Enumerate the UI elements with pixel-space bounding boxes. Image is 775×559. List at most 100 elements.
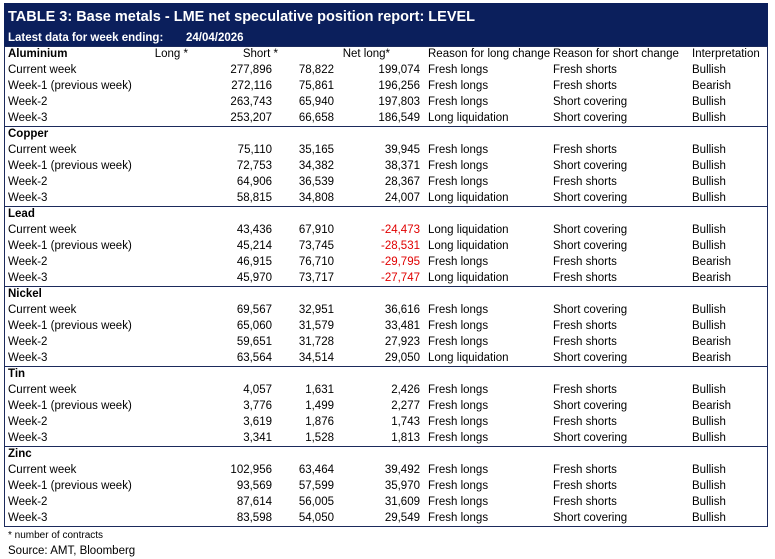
interpretation: Bullish [692,384,726,396]
long-reason: Fresh longs [428,64,489,76]
long-value: 272,116 [231,80,272,92]
long-reason: Fresh longs [428,400,489,412]
long-value: 87,614 [236,496,272,508]
column-header: Net long* [342,48,390,60]
short-value: 32,951 [298,304,334,316]
long-reason: Long liquidation [428,224,509,236]
short-reason: Short covering [553,224,628,236]
net-long-value: 2,277 [391,400,420,412]
short-reason: Short covering [553,160,628,172]
section-name: Lead [8,208,35,220]
short-reason: Short covering [553,240,628,252]
long-reason: Long liquidation [428,240,509,252]
long-value: 253,207 [230,112,272,124]
section-name: Tin [8,368,26,380]
row-label: Week-2 [8,336,48,348]
row-label: Week-2 [8,96,48,108]
long-value: 263,743 [230,96,272,108]
net-long-value: 36,616 [384,304,420,316]
short-value: 34,514 [298,352,334,364]
row-label: Week-1 (previous week) [8,320,132,332]
long-value: 3,776 [243,400,272,412]
long-value: 59,651 [236,336,272,348]
long-reason: Fresh longs [428,384,489,396]
short-value: 31,728 [298,336,334,348]
long-value: 45,214 [236,240,272,252]
short-reason: Fresh shorts [553,256,617,268]
interpretation: Bullish [692,96,726,108]
short-value: 31,579 [298,320,334,332]
net-long-value: 28,367 [384,176,420,188]
net-long-value: -28,531 [380,240,420,252]
short-value: 57,599 [298,480,334,492]
interpretation: Bearish [692,336,731,348]
short-value: 35,165 [298,144,334,156]
row-label: Week-1 (previous week) [8,160,132,172]
net-long-value: 2,426 [391,384,420,396]
long-reason: Fresh longs [428,480,489,492]
interpretation: Bullish [692,112,726,124]
long-value: 75,110 [237,144,272,156]
interpretation: Bullish [692,512,726,524]
interpretation: Bullish [692,160,726,172]
interpretation: Bearish [692,256,731,268]
short-reason: Short covering [553,400,628,412]
long-value: 43,436 [236,224,272,236]
interpretation: Bearish [692,272,731,284]
column-header: Short * [242,48,278,60]
short-value: 78,822 [298,64,334,76]
row-label: Current week [8,464,77,476]
row-label: Week-3 [8,432,48,444]
long-value: 83,598 [236,512,272,524]
short-value: 76,710 [298,256,334,268]
long-reason: Fresh longs [428,176,489,188]
net-long-value: 35,970 [384,480,420,492]
short-reason: Short covering [553,512,628,524]
net-long-value: 197,803 [378,96,420,108]
interpretation: Bullish [692,176,726,188]
short-value: 34,808 [298,192,334,204]
long-reason: Long liquidation [428,112,509,124]
short-value: 65,940 [298,96,334,108]
long-value: 45,970 [236,272,272,284]
row-label: Week-3 [8,352,48,364]
interpretation: Bearish [692,80,731,92]
interpretation: Bullish [692,496,726,508]
row-label: Week-3 [8,512,48,524]
short-reason: Fresh shorts [553,64,617,76]
date-label: Latest data for week ending: [8,32,164,44]
short-value: 67,910 [298,224,334,236]
short-value: 1,876 [305,416,334,428]
long-reason: Fresh longs [428,80,489,92]
long-value: 3,341 [243,432,272,444]
interpretation: Bullish [692,320,726,332]
net-long-value: 33,481 [384,320,420,332]
long-value: 63,564 [236,352,272,364]
title-bar [4,3,768,30]
short-reason: Fresh shorts [553,144,617,156]
source: Source: AMT, Bloomberg [8,545,136,557]
long-reason: Fresh longs [428,496,489,508]
long-reason: Fresh longs [428,432,489,444]
row-label: Current week [8,384,77,396]
row-label: Week-2 [8,256,48,268]
short-value: 54,050 [298,512,334,524]
section-box [4,446,768,527]
row-label: Week-1 (previous week) [8,80,132,92]
section-name: Copper [8,128,49,140]
short-reason: Fresh shorts [553,496,617,508]
net-long-value: 38,371 [384,160,420,172]
date: 24/04/2026 [186,32,244,44]
interpretation: Bearish [692,352,731,364]
interpretation: Bullish [692,64,726,76]
long-reason: Fresh longs [428,336,489,348]
short-reason: Short covering [553,352,628,364]
short-reason: Fresh shorts [553,336,617,348]
long-value: 277,896 [230,64,272,76]
net-long-value: 186,549 [378,112,420,124]
row-label: Week-2 [8,416,48,428]
long-value: 102,956 [230,464,272,476]
short-reason: Fresh shorts [553,80,617,92]
net-long-value: -27,747 [380,272,420,284]
